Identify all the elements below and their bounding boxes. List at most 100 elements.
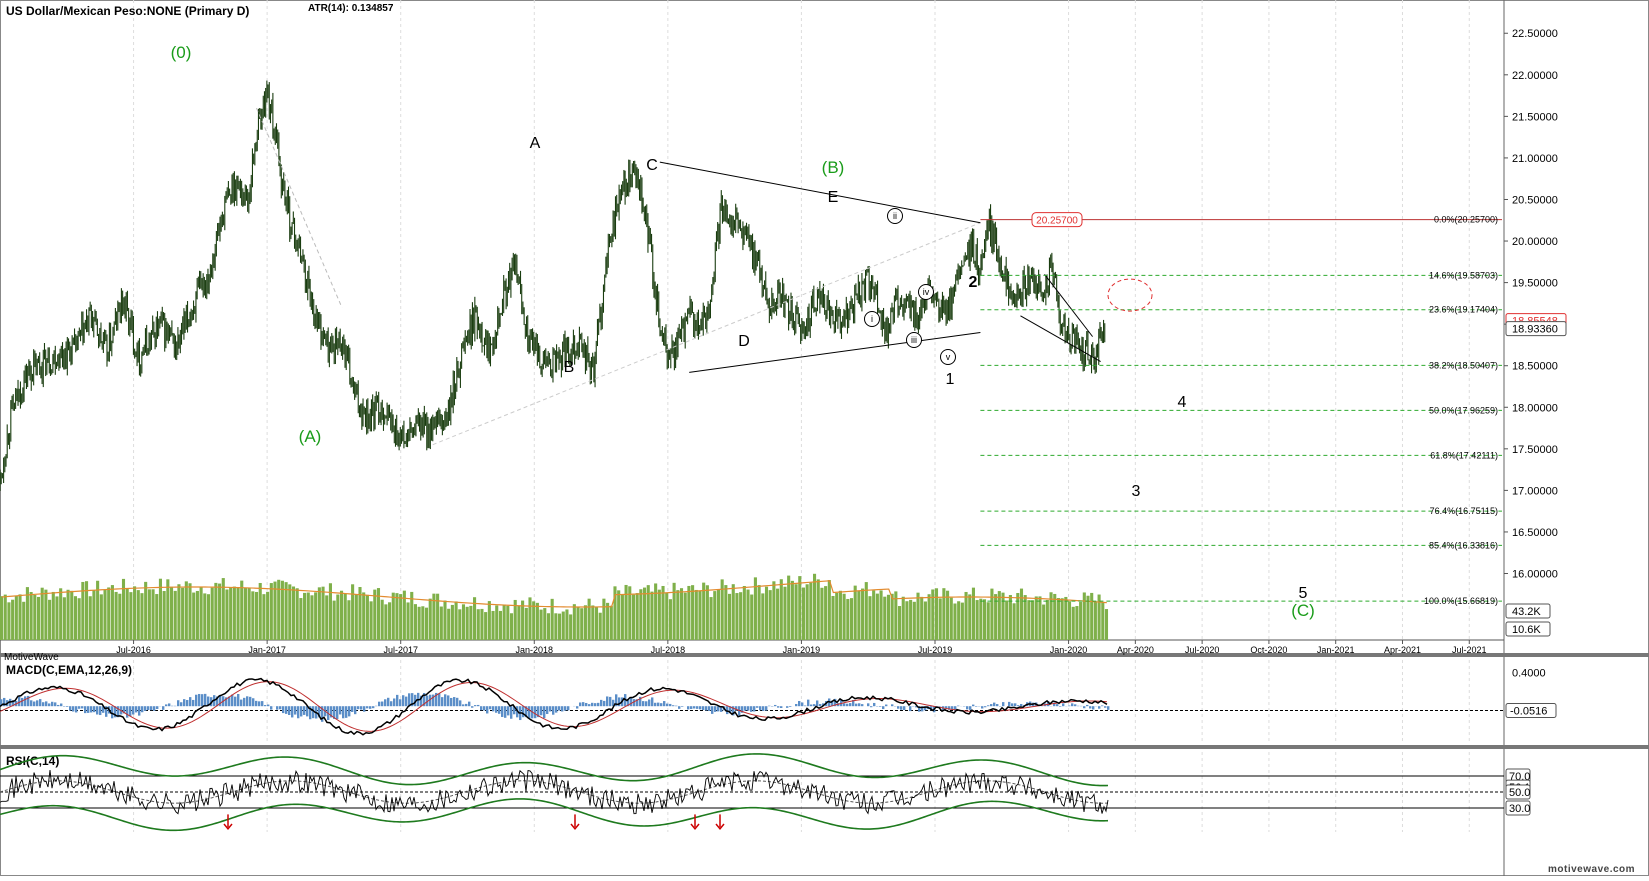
macd-hist-bar xyxy=(606,696,608,706)
rsi-tick-label: 50.0 xyxy=(1509,787,1530,799)
macd-hist-bar xyxy=(534,706,536,718)
volume-bar xyxy=(898,606,901,640)
macd-hist-bar xyxy=(564,706,566,710)
volume-bar xyxy=(576,607,579,640)
macd-hist-bar xyxy=(813,704,815,706)
volume-bar xyxy=(843,594,846,640)
volume-bar xyxy=(266,592,269,640)
macd-hist-bar xyxy=(630,697,632,706)
volume-bar xyxy=(318,587,321,640)
volume-bar xyxy=(632,595,635,640)
volume-bar xyxy=(322,587,325,640)
volume-bar xyxy=(824,586,827,640)
macd-hist-bar xyxy=(474,705,476,706)
volume-bar xyxy=(1101,602,1104,640)
volume-bar xyxy=(381,600,384,640)
volume-bar xyxy=(155,594,158,640)
macd-hist-bar xyxy=(471,706,473,708)
macd-hist-bar xyxy=(144,706,146,711)
volume-bar xyxy=(144,582,147,640)
macd-hist-bar xyxy=(489,706,491,709)
volume-bar xyxy=(362,592,365,640)
macd-hist-bar xyxy=(243,698,245,706)
volume-bar xyxy=(990,589,993,640)
volume-bar xyxy=(953,604,956,640)
fib-label: 14.6%(19.58703) xyxy=(1429,270,1498,280)
rsi-signal-arrow xyxy=(716,814,724,828)
macd-hist-bar xyxy=(582,702,584,706)
alert-label: 20.25700 xyxy=(1036,216,1078,227)
macd-hist-bar xyxy=(975,706,977,707)
fib-label: 76.4%(16.75115) xyxy=(1430,506,1498,516)
macd-hist-bar xyxy=(1056,704,1058,706)
macd-hist-bar xyxy=(1008,702,1010,706)
macd-hist-bar xyxy=(246,696,248,706)
volume-bar xyxy=(37,597,40,640)
macd-hist-bar xyxy=(744,706,746,710)
macd-hist-bar xyxy=(747,706,749,710)
macd-hist-bar xyxy=(87,706,89,713)
macd-hist-bar xyxy=(267,705,269,707)
volume-bar xyxy=(924,601,927,640)
volume-bar xyxy=(22,602,25,640)
volume-bar xyxy=(902,597,905,640)
volume-bar xyxy=(891,594,894,640)
macd-hist-bar xyxy=(150,706,152,710)
macd-hist-bar xyxy=(540,706,542,715)
fib-label: 61.8%(17.42111) xyxy=(1430,450,1498,460)
volume-bar xyxy=(333,601,336,640)
macd-hist-bar xyxy=(186,700,188,706)
x-tick-label: Jan-2017 xyxy=(248,645,286,655)
macd-hist-bar xyxy=(885,705,887,707)
volume-bar xyxy=(451,605,454,640)
y-tick-label: 16.50000 xyxy=(1512,527,1558,539)
volume-bar xyxy=(211,588,214,640)
macd-hist-bar xyxy=(90,706,92,712)
volume-bar xyxy=(983,599,986,640)
volume-bar xyxy=(406,602,409,640)
macd-hist-bar xyxy=(384,699,386,706)
wave-label-projection: 5 xyxy=(1299,585,1308,602)
volume-bar xyxy=(237,588,240,640)
macd-hist-bar xyxy=(93,706,95,712)
volume-bar xyxy=(7,602,10,640)
volume-bar xyxy=(761,593,764,640)
volume-bar xyxy=(565,609,568,640)
volume-bar xyxy=(207,594,210,640)
macd-hist-bar xyxy=(177,700,179,706)
volume-bar xyxy=(307,593,310,640)
minor-text: iv xyxy=(923,287,930,297)
volume-bar xyxy=(152,589,155,640)
volume-bar xyxy=(687,586,690,640)
macd-hist-bar xyxy=(447,695,449,706)
volume-bar xyxy=(643,588,646,640)
macd-hist-bar xyxy=(759,706,761,710)
volume-bar xyxy=(813,574,816,640)
macd-hist-bar xyxy=(378,702,380,707)
minor-text: iii xyxy=(911,335,917,345)
volume-bar xyxy=(1024,595,1027,640)
volume-bar xyxy=(111,585,114,640)
volume-bar xyxy=(52,592,55,640)
volume-bar xyxy=(946,591,949,640)
volume-bar xyxy=(174,591,177,640)
macd-hist-bar xyxy=(1098,706,1100,708)
x-tick-label: Jan-2018 xyxy=(516,645,554,655)
last-price-label: 18.93360 xyxy=(1512,324,1558,336)
volume-bar xyxy=(839,591,842,640)
macd-hist-bar xyxy=(381,702,383,707)
volume-bar xyxy=(547,613,550,640)
volume-bar xyxy=(1038,596,1041,640)
macd-hist-bar xyxy=(807,700,809,707)
macd-hist-bar xyxy=(81,706,83,708)
macd-hist-bar xyxy=(1092,706,1094,709)
macd-hist-bar xyxy=(510,706,512,719)
volume-bar xyxy=(695,590,698,640)
y-tick-label: 16.00000 xyxy=(1512,569,1558,581)
volume-bar xyxy=(262,594,265,640)
volume-bar xyxy=(710,597,713,640)
price-series xyxy=(0,81,1105,491)
volume-bar xyxy=(654,583,657,640)
